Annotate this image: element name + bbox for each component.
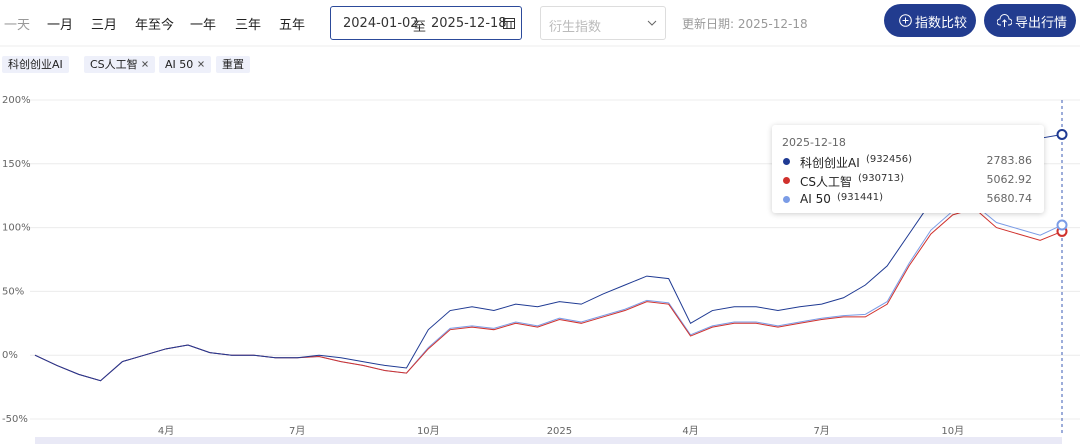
index-tag[interactable]: 科创创业AI xyxy=(2,56,69,73)
date-sep: 至 xyxy=(413,20,427,35)
x-tick-label: 4月 xyxy=(682,425,698,437)
reset-label: 重置 xyxy=(222,58,244,71)
updated-date: 更新日期: 2025-12-18 xyxy=(682,17,808,31)
end-marker xyxy=(1056,128,1068,140)
tooltip-name: 科创创业AI xyxy=(800,156,860,170)
period-tab[interactable]: 五年 xyxy=(279,18,306,33)
x-tick-label: 2025 xyxy=(547,426,572,437)
scroll-slider[interactable] xyxy=(35,437,1062,444)
reset-tag[interactable]: 重置 xyxy=(216,56,250,73)
dropdown-placeholder: 衍生指数 xyxy=(549,20,602,35)
period-tab[interactable]: 一年 xyxy=(190,18,217,33)
tooltip-code: (931441) xyxy=(837,192,883,203)
period-tab[interactable]: 一月 xyxy=(47,18,74,33)
tooltip-code: (932456) xyxy=(866,154,912,165)
y-tick-label: 100% xyxy=(2,223,31,234)
dropdown[interactable]: 衍生指数 xyxy=(540,6,666,40)
y-tick-label: 0% xyxy=(2,350,18,361)
tag-label: 科创创业AI xyxy=(8,58,63,71)
y-tick-label: 50% xyxy=(2,286,24,297)
export-button[interactable]: 导出行情 xyxy=(984,4,1076,37)
period-tab[interactable]: 三月 xyxy=(91,18,118,33)
tooltip: 2025-12-18 科创创业AI (932456) 2783.86 CS人工智 (93… xyxy=(772,125,1044,213)
tooltip-value: 5062.92 xyxy=(986,173,1033,186)
calendar-icon xyxy=(503,18,515,29)
y-tick-label: 200% xyxy=(2,95,31,106)
tooltip-value: 2783.86 xyxy=(986,154,1033,167)
x-tick-label: 7月 xyxy=(289,425,305,437)
end-marker xyxy=(1056,219,1068,231)
plus-icon xyxy=(899,14,912,27)
y-tick-label: -50% xyxy=(2,414,28,425)
x-tick-label: 4月 xyxy=(158,425,174,437)
period-tab[interactable]: 年至今 xyxy=(135,18,175,33)
compare-button[interactable]: 指数比较 xyxy=(884,4,976,37)
tooltip-code: (930713) xyxy=(858,173,904,184)
x-tick-label: 10月 xyxy=(941,425,964,437)
tooltip-value: 5680.74 xyxy=(986,192,1033,205)
date-end: 2025-12-18 xyxy=(431,16,507,31)
period-tab[interactable]: 一天 xyxy=(4,18,31,33)
cloud-icon xyxy=(997,14,1012,27)
date-range[interactable]: 2024-01-02 至 2025-12-18 xyxy=(330,6,522,40)
tooltip-dot xyxy=(783,177,790,184)
tooltip-dot xyxy=(783,158,790,165)
tag-label: CS人工智 xyxy=(90,58,138,71)
date-start: 2024-01-02 xyxy=(343,16,419,31)
series-line xyxy=(34,204,1063,382)
x-tick-label: 7月 xyxy=(813,425,829,437)
tooltip-name: AI 50 xyxy=(800,192,831,206)
chevron xyxy=(647,20,657,26)
tag-label: AI 50 xyxy=(165,58,194,71)
index-tag[interactable]: AI 50 xyxy=(159,56,211,73)
period-tab[interactable]: 三年 xyxy=(235,18,262,33)
remove-icon[interactable] xyxy=(197,60,205,68)
x-tick-label: 10月 xyxy=(417,425,440,437)
tooltip-date: 2025-12-18 xyxy=(782,136,846,149)
tooltip-name: CS人工智 xyxy=(800,175,852,189)
remove-icon[interactable] xyxy=(141,60,149,68)
tooltip-dot xyxy=(783,196,790,203)
compare-label: 指数比较 xyxy=(915,16,968,31)
export-label: 导出行情 xyxy=(1015,16,1068,31)
index-tag[interactable]: CS人工智 xyxy=(84,56,156,73)
series-line xyxy=(34,133,1063,382)
y-tick-label: 150% xyxy=(2,159,31,170)
